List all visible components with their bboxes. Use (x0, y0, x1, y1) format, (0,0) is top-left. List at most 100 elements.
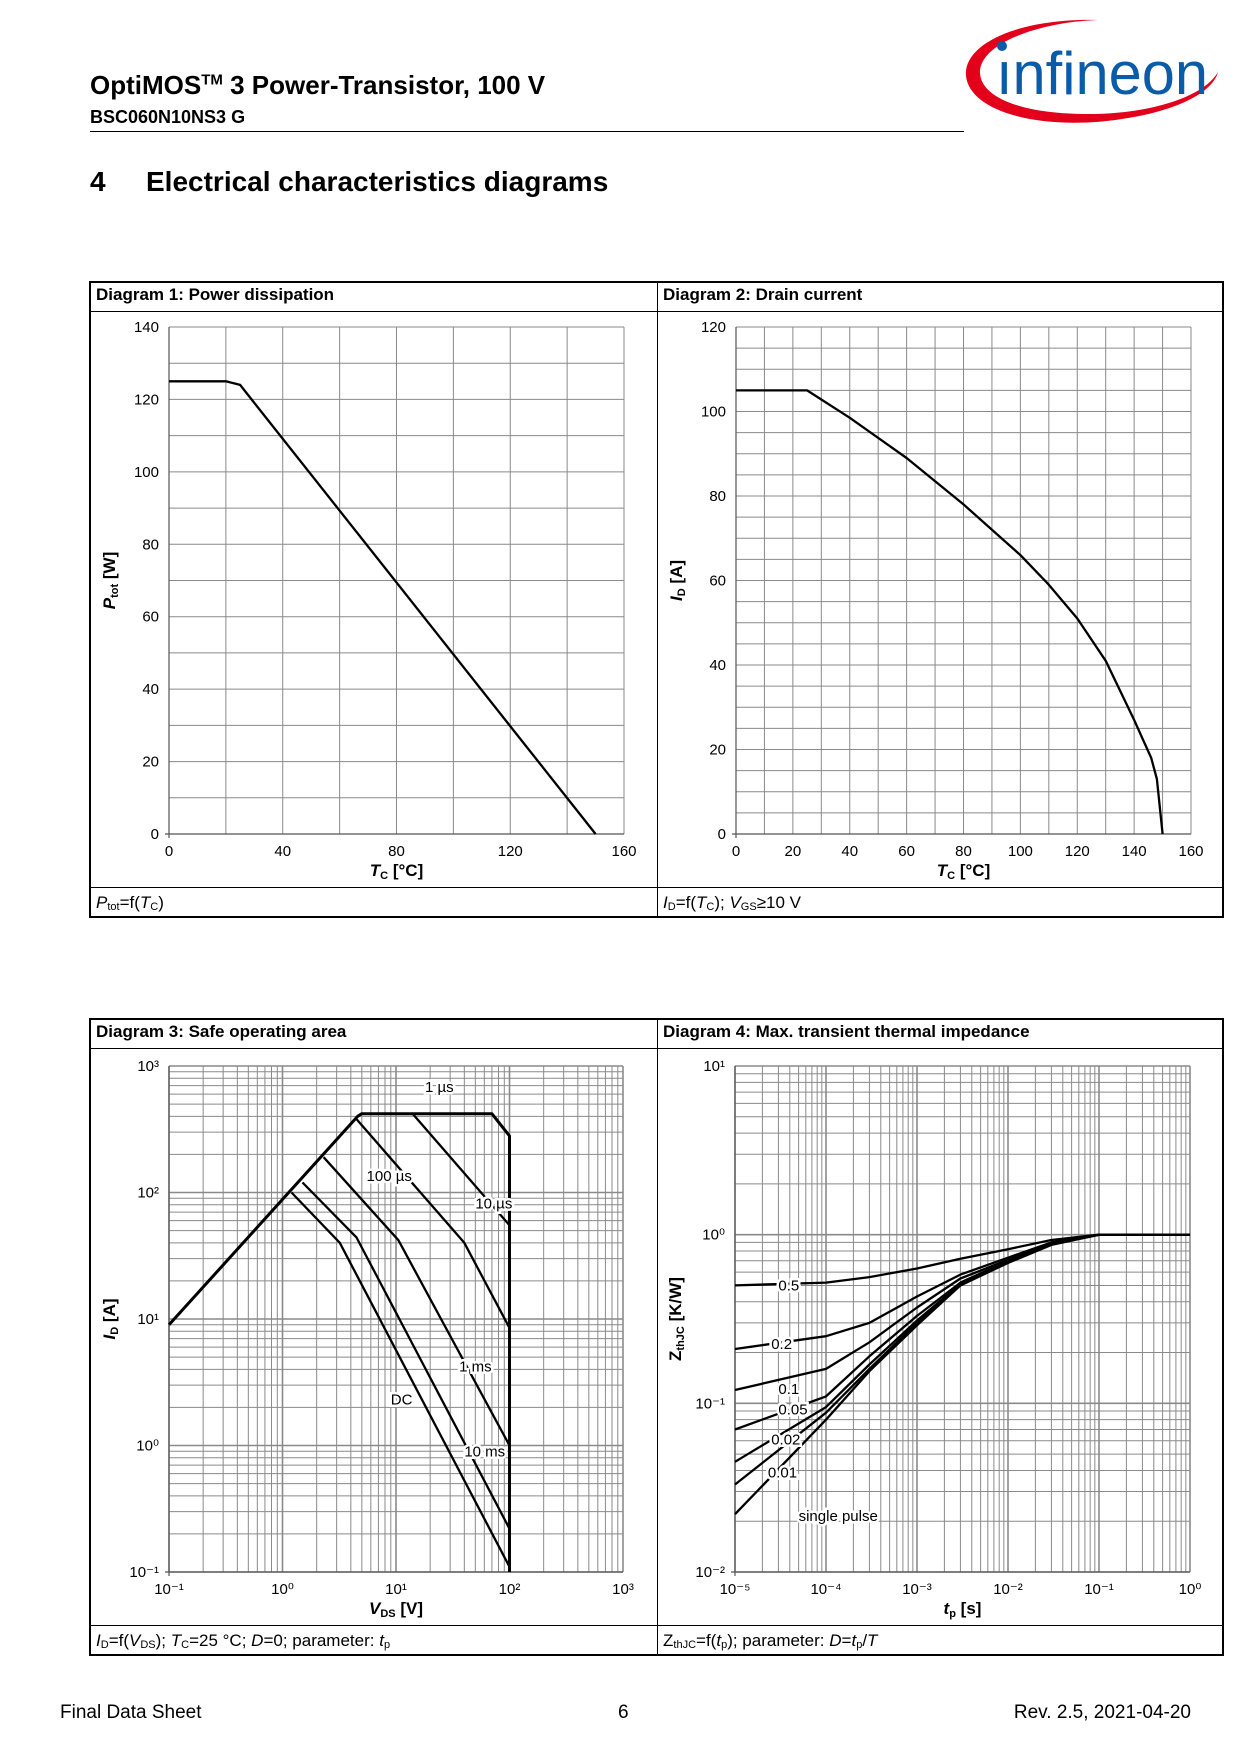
y-axis-title: ZthJC [K/W] (666, 1277, 687, 1361)
y-tick-label: 80 (709, 488, 726, 505)
y-tick-label: 20 (142, 754, 159, 771)
caption-segment: = (841, 1631, 852, 1650)
infineon-logo: ınfineon (965, 19, 1218, 123)
caption-segment: D (829, 1631, 842, 1650)
curve-label: 1 µs (425, 1079, 454, 1096)
series-line (411, 1112, 511, 1227)
diagram-4-caption: ZthJC=f(tp); parameter: D=tp/T (663, 1631, 877, 1651)
axis-label-segment: T (937, 861, 949, 880)
diagram-row-1: Diagram 1: Power dissipation Diagram 2: … (89, 281, 1224, 918)
y-tick-label: 140 (134, 319, 159, 336)
footer-page-number: 6 (618, 1702, 629, 1723)
caption-segment: V (729, 893, 741, 912)
footer-doc-type: Final Data Sheet (60, 1702, 202, 1723)
caption-segment: ); (155, 1631, 171, 1650)
caption-segment: =f( (696, 1631, 717, 1650)
caption-segment: C (181, 1639, 190, 1651)
column-divider (657, 1020, 658, 1654)
axis-label-segment: [V] (396, 1599, 423, 1618)
curve-label: 100 µs (367, 1168, 412, 1185)
caption-segment: p (856, 1639, 863, 1651)
section-title: Electrical characteristics diagrams (146, 166, 609, 197)
x-tick-label: 120 (498, 843, 523, 860)
thermal-impedance-chart: 10⁻⁵ 10⁻⁴ 10⁻³ 10⁻² 10⁻¹ 10⁰ 10⁻² 10⁻¹ 10⁰ 10¹ tp … (666, 1058, 1201, 1620)
caption-segment: D (667, 901, 676, 913)
x-tick-label: 10⁻⁵ (720, 1581, 751, 1598)
series-line (355, 1118, 511, 1329)
caption-segment: T (696, 893, 707, 912)
x-tick-label: 10⁻¹ (1084, 1581, 1114, 1598)
caption-segment: D (100, 1639, 109, 1651)
diagram-2-title: Diagram 2: Drain current (663, 285, 863, 304)
caption-segment: =0; parameter: (263, 1631, 380, 1650)
grid (735, 326, 1192, 835)
y-tick-label: 100 (134, 464, 159, 481)
part-number: BSC060N10NS3 G (90, 107, 246, 127)
curve-label: 0.5 (778, 1277, 799, 1294)
caption-segment: ); parameter: (727, 1631, 830, 1650)
caption-segment: T (170, 1631, 182, 1650)
y-tick-label: 60 (709, 573, 726, 590)
header-divider (90, 131, 964, 132)
x-tick-label: 160 (1178, 843, 1203, 860)
curve-label: 10 ms (464, 1443, 505, 1460)
x-axis-title: TC [°C] (370, 861, 423, 882)
y-tick-label: 10¹ (703, 1058, 725, 1075)
x-tick-label: 10³ (612, 1581, 634, 1598)
y-tick-label: 120 (701, 319, 726, 336)
axis-label-segment: C (380, 870, 388, 882)
diagram-3-caption: ID=f(VDS); TC=25 °C; D=0; parameter: tp (96, 1631, 390, 1651)
diagram-1-title: Diagram 1: Power dissipation (96, 285, 335, 304)
title-main: OptiMOS (90, 70, 202, 100)
series-line (734, 1233, 1190, 1515)
curve-label: 0.1 (778, 1381, 799, 1398)
series-line (301, 1181, 511, 1530)
axis-label-segment: [°C] (955, 861, 990, 880)
caption-segment: =25 °C; (189, 1631, 252, 1650)
caption-segment: T (867, 1631, 878, 1650)
x-tick-label: 10⁰ (271, 1581, 294, 1598)
curve-label: 0.01 (768, 1464, 797, 1481)
title-row-divider (91, 1048, 1222, 1049)
x-tick-label: 100 (1008, 843, 1033, 860)
caption-segment: p (721, 1639, 728, 1651)
svg-text:ınfineon: ınfineon (996, 40, 1208, 107)
x-axis-title: tp [s] (944, 1599, 982, 1620)
y-tick-label: 10¹ (137, 1311, 159, 1328)
document-title: OptiMOSTM 3 Power-Transistor, 100 V (90, 70, 545, 101)
x-tick-label: 60 (898, 843, 915, 860)
series-line (734, 1233, 1190, 1351)
caption-segment: t (716, 1631, 722, 1650)
caption-segment: C (706, 901, 715, 913)
series-line (322, 1156, 511, 1447)
y-tick-label: 10⁻¹ (695, 1395, 725, 1412)
y-tick-label: 40 (709, 657, 726, 674)
y-tick-label: 80 (142, 536, 159, 553)
y-axis-title: ID [A] (667, 560, 688, 601)
series-line (736, 389, 1164, 835)
curve-label: DC (391, 1392, 413, 1409)
caption-segment: tot (107, 901, 120, 913)
caption-segment: t (379, 1631, 384, 1650)
x-tick-label: 0 (165, 843, 173, 860)
x-tick-label: 10⁻⁴ (810, 1581, 841, 1598)
x-tick-label: 10² (499, 1581, 521, 1598)
axis-label-segment: [W] (100, 552, 119, 584)
y-tick-label: 0 (151, 826, 159, 843)
x-axis-title: TC [°C] (937, 861, 990, 882)
caption-segment: C (150, 901, 159, 913)
x-tick-label: 120 (1065, 843, 1090, 860)
series-line (290, 1191, 511, 1568)
curve-label: single pulse (799, 1508, 878, 1525)
grid (734, 1065, 1191, 1573)
axis-label-segment: Z (666, 1351, 685, 1361)
y-tick-label: 10⁰ (136, 1438, 159, 1455)
drain-current-chart: 0 20 40 60 80 100 120 140 160 0 20 40 60 80 100 120 TC [… (667, 319, 1204, 882)
section-number: 4 (90, 166, 106, 197)
safe-operating-area-chart: 10⁻¹ 10⁰ 10¹ 10² 10³ 10⁻¹ 10⁰ 10¹ 10² 10³ VDS [V] I… (100, 1058, 634, 1620)
y-tick-label: 10⁻¹ (129, 1564, 159, 1581)
caption-segment: D (251, 1631, 264, 1650)
x-tick-label: 10⁰ (1179, 1581, 1202, 1598)
section-heading: 4 Electrical characteristics diagrams (90, 166, 608, 198)
axis-label-segment: D (109, 1327, 121, 1335)
